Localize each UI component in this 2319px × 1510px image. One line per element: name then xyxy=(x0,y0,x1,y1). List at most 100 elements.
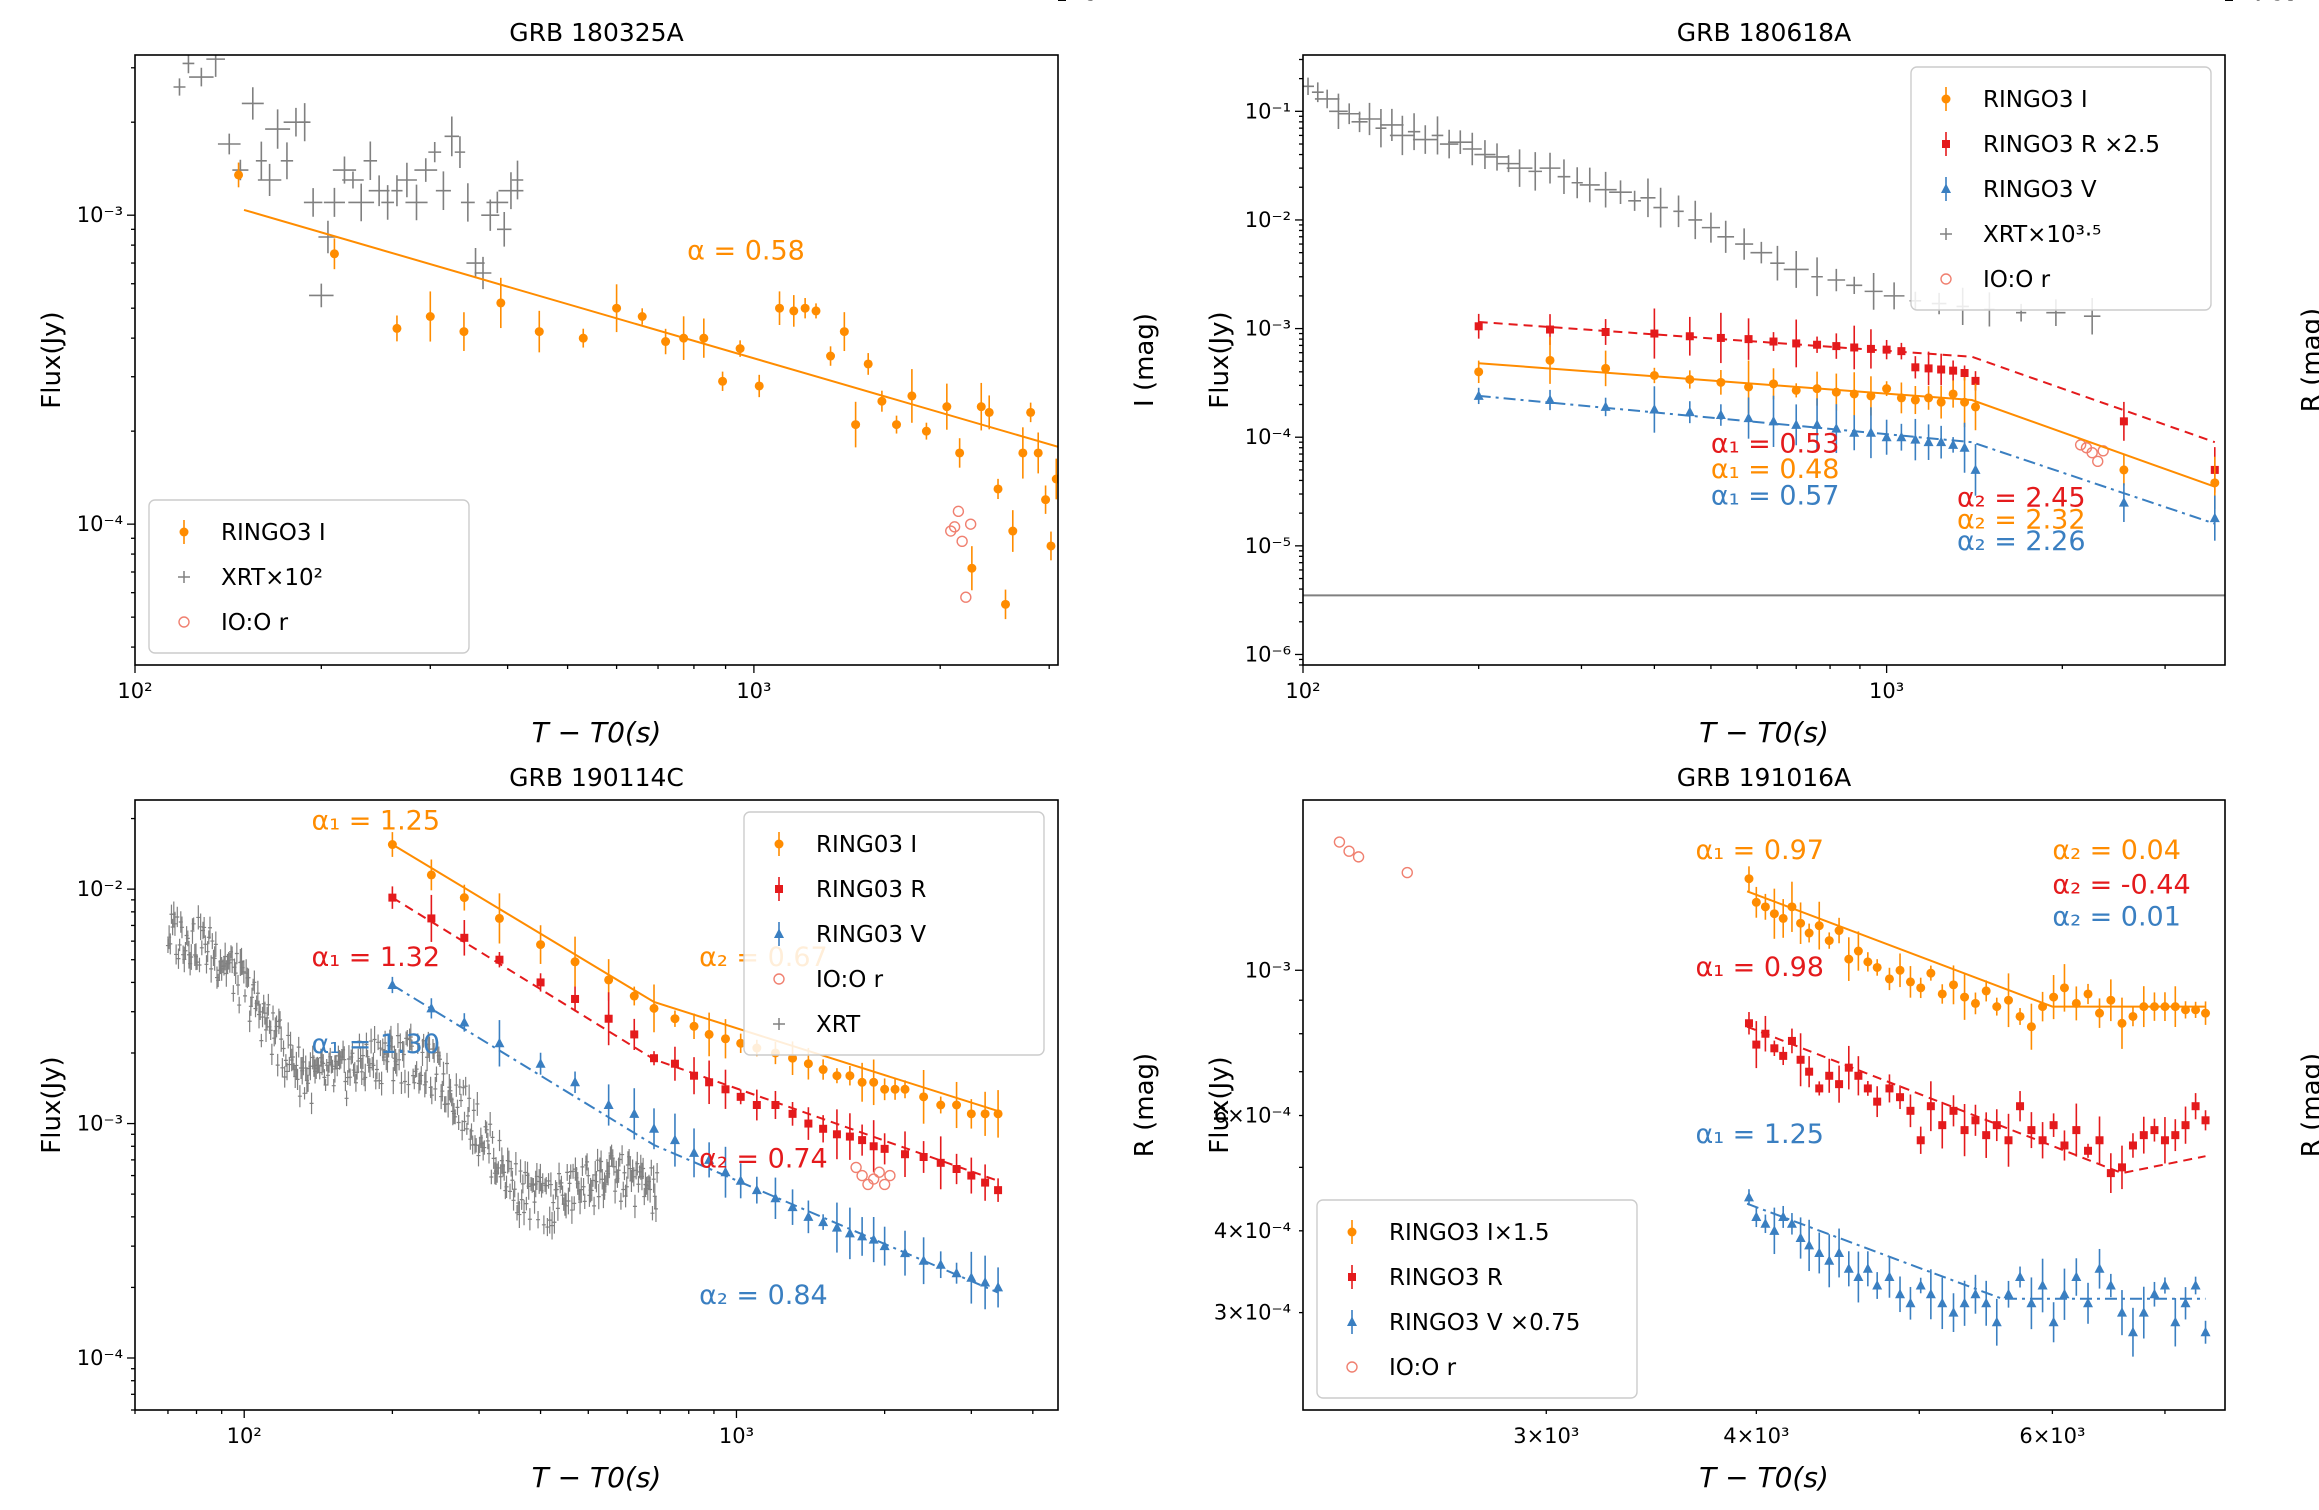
data-point xyxy=(856,1169,868,1182)
data-point xyxy=(645,1176,650,1201)
data-point xyxy=(485,1132,490,1150)
data-point xyxy=(2209,512,2220,523)
data-point xyxy=(1407,113,1421,151)
data-point xyxy=(376,1034,381,1051)
data-point xyxy=(2180,1297,2191,1308)
data-point xyxy=(599,1150,604,1173)
data-point xyxy=(1579,167,1600,203)
alpha-annotation: α₁ = 0.97 xyxy=(1695,835,1824,866)
data-point xyxy=(420,1038,425,1066)
data-point xyxy=(1787,1036,1796,1045)
data-point xyxy=(1971,402,1981,412)
data-point xyxy=(454,1073,459,1097)
data-point xyxy=(207,916,212,939)
data-point xyxy=(1769,909,1779,919)
data-point xyxy=(637,311,647,321)
data-point xyxy=(1462,132,1482,166)
data-point xyxy=(494,913,504,923)
data-point xyxy=(567,1174,572,1192)
data-point xyxy=(648,1176,653,1203)
data-point xyxy=(205,941,210,963)
data-point xyxy=(1863,1084,1872,1093)
data-point xyxy=(343,1071,348,1092)
data-point xyxy=(425,311,435,321)
data-point xyxy=(611,1157,616,1176)
data-point xyxy=(1896,1093,1905,1102)
right-tick-label: 22 xyxy=(2238,0,2265,5)
data-point xyxy=(520,1174,525,1194)
data-point xyxy=(2026,1297,2037,1308)
legend-marker xyxy=(1940,228,1952,240)
data-point xyxy=(649,1123,660,1133)
data-point xyxy=(2127,1326,2138,1337)
right-tick-label: 17.50 xyxy=(2238,0,2298,5)
data-point xyxy=(524,1196,529,1211)
data-point xyxy=(287,1056,292,1073)
legend-marker xyxy=(1346,1361,1358,1373)
data-point xyxy=(213,931,218,958)
data-point xyxy=(494,1037,505,1048)
data-point xyxy=(1448,130,1473,155)
data-point xyxy=(517,1201,522,1229)
data-point xyxy=(1688,200,1703,240)
data-point xyxy=(1949,366,1958,375)
data-point xyxy=(1337,103,1361,125)
data-point xyxy=(268,1020,273,1040)
data-point xyxy=(1791,385,1801,395)
right-tick-label: 17.00 xyxy=(2238,0,2298,5)
data-point xyxy=(1760,1218,1771,1228)
x-axis-label: T − T0(s) xyxy=(1699,1461,1829,1494)
data-point xyxy=(271,1005,276,1021)
data-point xyxy=(365,1049,370,1064)
data-point xyxy=(1412,125,1438,154)
x-tick-label: 10³ xyxy=(1869,679,1904,703)
x-tick-label: 10² xyxy=(117,679,152,703)
data-point xyxy=(1401,866,1413,879)
chart-title: GRB 191016A xyxy=(1677,763,1851,792)
data-point xyxy=(942,402,952,412)
data-point xyxy=(581,1177,586,1196)
legend-marker xyxy=(774,928,784,938)
data-point xyxy=(718,376,728,386)
data-point xyxy=(183,942,188,960)
data-point xyxy=(259,1033,264,1048)
data-point xyxy=(1981,986,1991,996)
data-point xyxy=(383,1030,388,1056)
data-point xyxy=(545,1218,550,1237)
data-point xyxy=(469,1123,474,1139)
legend-marker xyxy=(1941,94,1951,104)
panel-grb-180325a: GRB 180325A T − T0(s) Flux(Jy) I (mag) 10² 10… xyxy=(37,0,1160,749)
legend-marker xyxy=(1348,1273,1356,1281)
data-point xyxy=(631,1167,636,1187)
data-point xyxy=(1906,1106,1915,1115)
right-tick-label: 16.25 xyxy=(2238,0,2298,5)
data-point xyxy=(907,391,917,401)
y-axis-label: Flux(Jy) xyxy=(1205,1056,1235,1153)
data-point xyxy=(209,955,214,983)
data-point xyxy=(617,1152,622,1167)
data-point xyxy=(966,1272,977,1282)
data-point xyxy=(1884,974,1894,984)
data-point xyxy=(497,211,512,247)
data-point xyxy=(1960,369,1969,378)
data-point xyxy=(359,1058,364,1085)
fit-line xyxy=(1746,1202,2206,1300)
data-point xyxy=(504,1175,509,1199)
data-point xyxy=(1872,962,1882,972)
data-point xyxy=(1018,448,1028,458)
data-point xyxy=(604,975,614,985)
panel-grb-191016a: GRB 191016A T − T0(s) Flux(Jy) R (mag) 3×10³… xyxy=(1205,0,2319,1494)
data-point xyxy=(444,1052,449,1075)
data-point xyxy=(1770,245,1785,281)
data-point xyxy=(348,1068,353,1086)
data-point xyxy=(243,989,248,1003)
data-point xyxy=(2201,1008,2211,1018)
alpha-annotation: α₂ = 0.74 xyxy=(699,1143,828,1174)
data-point xyxy=(280,142,294,180)
data-point xyxy=(845,1071,855,1081)
legend-label: RING03 R xyxy=(816,877,926,903)
data-point xyxy=(600,1168,605,1190)
data-point xyxy=(216,973,221,988)
data-point xyxy=(1601,328,1610,337)
